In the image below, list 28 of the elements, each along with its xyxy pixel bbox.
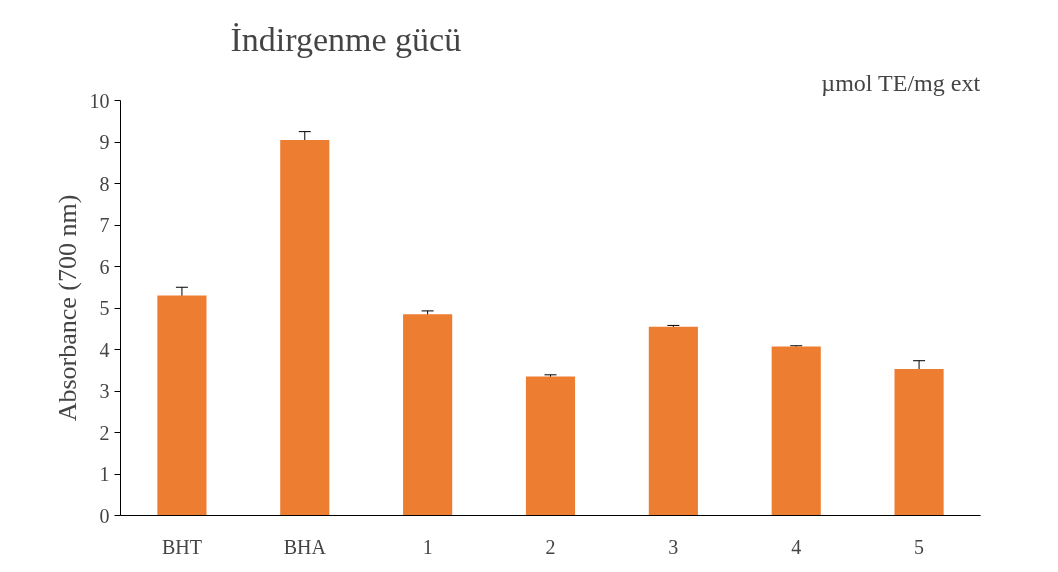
- y-tick-label: 2: [99, 421, 110, 444]
- y-tick-label: 8: [99, 172, 110, 195]
- bar: [894, 369, 944, 516]
- bar: [771, 346, 821, 516]
- y-tick-label: 1: [99, 463, 110, 485]
- bar: [525, 376, 576, 516]
- y-tick-label: 4: [99, 338, 110, 361]
- x-tick-label: 2: [545, 535, 556, 558]
- x-tick-label: 3: [668, 535, 679, 558]
- bar: [648, 326, 698, 516]
- bar: [280, 139, 330, 516]
- y-tick-label: 7: [99, 214, 110, 236]
- y-tick-label: 6: [99, 255, 110, 278]
- x-tick-label: 5: [914, 535, 925, 558]
- bar: [403, 314, 453, 516]
- text: µmol TE/mg ext: [821, 69, 981, 96]
- y-axis-title: Absorbance (700 nm): [52, 194, 82, 422]
- y-tick-label: 0: [99, 504, 110, 527]
- x-tick-label: 1: [422, 535, 433, 558]
- y-tick-label: 5: [99, 297, 110, 319]
- y-tick-label: 3: [99, 380, 110, 402]
- x-tick-label: 4: [791, 535, 802, 558]
- x-tick-label: BHT: [161, 535, 202, 558]
- bar: [157, 295, 207, 516]
- x-tick-label: BHA: [283, 535, 327, 558]
- chart-title: İndirgenme gücü: [230, 20, 462, 58]
- y-tick-label: 10: [89, 89, 110, 112]
- y-tick-label: 9: [99, 131, 110, 153]
